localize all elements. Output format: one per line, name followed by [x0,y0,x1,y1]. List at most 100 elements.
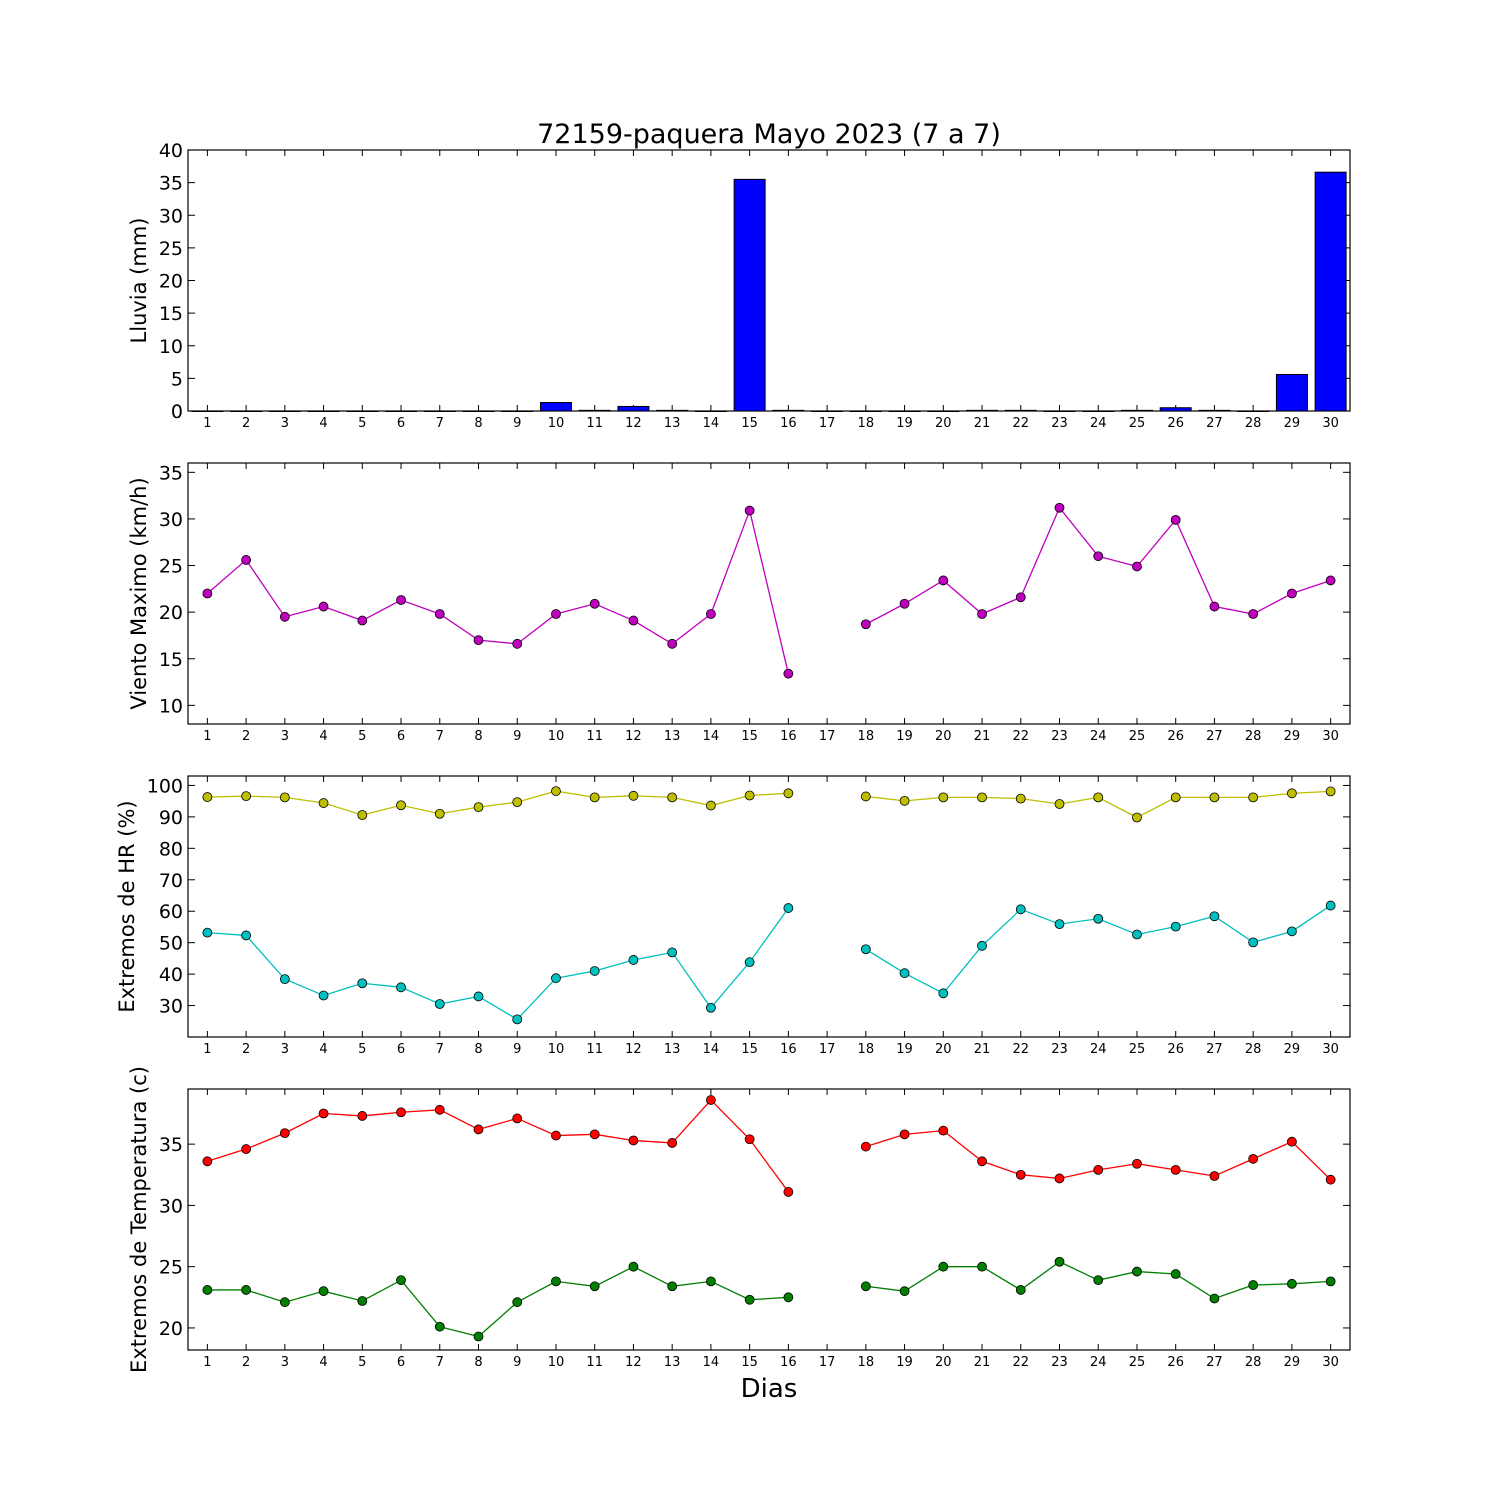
data-point [899,1129,910,1140]
y-tick-label: 20 [159,602,183,624]
x-tick-label: 18 [858,729,875,744]
data-point [1054,502,1065,513]
bar [656,409,689,412]
x-tick-label: 25 [1129,1042,1146,1057]
x-tick-label: 12 [625,1355,642,1370]
data-point [551,786,561,796]
x-tick-label: 3 [281,416,289,431]
data-point [628,790,639,801]
data-point [1054,1256,1065,1267]
data-point [434,999,445,1009]
bar [811,410,844,412]
data-point [396,595,406,605]
series-line [206,508,789,674]
data-point [706,1002,716,1013]
data-point [434,808,445,819]
x-tick-label: 28 [1245,1355,1262,1370]
x-tick-label: 20 [935,416,952,431]
x-tick-label: 6 [397,729,405,744]
x-tick-label: 15 [741,416,758,431]
data-point [744,790,755,801]
y-tick-label: 50 [159,933,183,955]
data-point [202,1156,213,1167]
data-point [512,1113,523,1124]
data-point [589,598,600,609]
bar [307,410,340,412]
x-tick-label: 23 [1051,416,1068,431]
x-tick-label: 14 [703,1355,720,1370]
data-point [1209,601,1220,612]
y-tick-label: 60 [159,901,183,923]
data-point [744,957,755,968]
bar [888,410,921,412]
y-tick-label: 70 [159,870,183,892]
data-point [899,1286,910,1297]
y-axis-label: Extremos de HR (%) [115,800,139,1012]
bar [539,402,572,412]
data-point [938,1261,949,1272]
y-tick-label: 80 [159,838,183,860]
y-tick-label: 40 [159,964,183,986]
x-tick-label: 30 [1322,1355,1339,1370]
x-tick-label: 29 [1284,1042,1301,1057]
data-point [589,792,600,803]
x-tick-label: 17 [819,729,836,744]
bar [501,410,534,412]
x-tick-label: 4 [319,1042,327,1057]
data-point [706,1276,716,1287]
data-point [1093,792,1104,803]
data-point [318,990,329,1001]
x-tick-label: 13 [664,729,681,744]
x-tick-label: 17 [819,1355,836,1370]
x-tick-label: 19 [896,1042,913,1057]
x-tick-label: 3 [281,729,289,744]
y-tick-label: 5 [171,368,183,390]
data-point [202,792,213,802]
data-point [202,927,213,938]
data-point [860,1281,871,1292]
x-tick-label: 21 [974,1042,991,1057]
data-point [202,1285,213,1295]
data-point [706,800,716,811]
x-tick-label: 29 [1284,729,1301,744]
data-point [473,802,484,813]
data-point [1248,1153,1259,1164]
bar [849,410,882,412]
x-tick-label: 19 [896,416,913,431]
bar [578,409,611,412]
x-tick-label: 16 [780,729,797,744]
data-point [1287,1136,1297,1147]
x-tick-label: 6 [397,416,405,431]
x-tick-label: 27 [1206,416,1223,431]
y-tick-label: 15 [159,649,183,671]
data-point [1093,1164,1104,1175]
x-tick-label: 25 [1129,729,1146,744]
series-line [207,907,789,1021]
data-point [1170,921,1181,932]
x-tick-label: 14 [703,729,720,744]
bar [927,410,960,412]
data-point [434,1104,445,1115]
bar [385,410,418,412]
data-point [396,1275,406,1286]
x-tick-label: 19 [896,1355,913,1370]
bar [1082,410,1115,412]
y-tick-label: 0 [171,401,183,423]
x-tick-label: 13 [664,1042,681,1057]
data-point [628,1261,639,1272]
bar [462,410,495,412]
data-point [977,1261,987,1272]
x-tick-label: 28 [1245,1042,1262,1057]
data-point [357,1111,368,1121]
data-point [1325,900,1336,911]
x-tick-label: 21 [974,729,991,744]
x-tick-label: 28 [1245,729,1262,744]
data-point [1015,1285,1026,1295]
bar [733,178,766,412]
x-tick-label: 4 [319,1355,327,1370]
data-point [1248,792,1259,803]
bar [230,410,263,412]
